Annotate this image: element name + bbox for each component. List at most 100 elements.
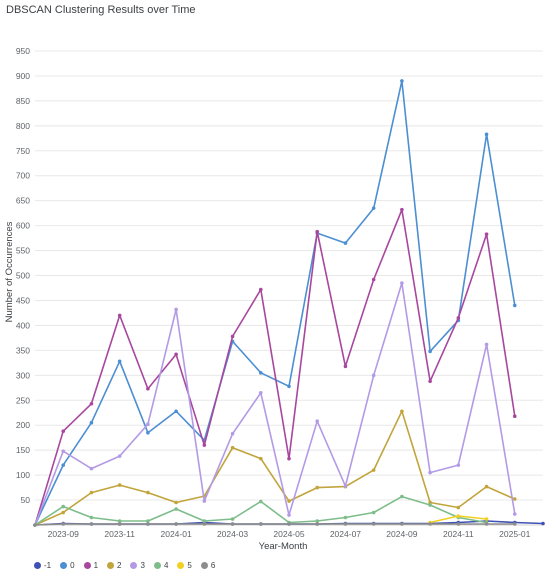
data-point[interactable]	[117, 313, 122, 318]
data-point[interactable]	[202, 519, 207, 523]
data-point[interactable]	[117, 483, 122, 487]
data-point[interactable]	[146, 386, 150, 391]
data-point[interactable]	[400, 494, 404, 499]
data-point[interactable]	[400, 409, 404, 414]
data-point[interactable]	[146, 430, 150, 435]
data-point[interactable]	[456, 522, 461, 526]
data-point[interactable]	[343, 522, 348, 526]
data-point[interactable]	[287, 384, 291, 389]
data-point[interactable]	[61, 522, 66, 526]
data-point[interactable]	[287, 522, 291, 526]
data-point[interactable]	[541, 521, 545, 526]
data-point[interactable]	[456, 505, 461, 510]
data-point[interactable]	[484, 522, 489, 526]
data-point[interactable]	[230, 517, 235, 521]
data-point[interactable]	[287, 499, 291, 503]
data-point[interactable]	[117, 522, 122, 526]
data-point[interactable]	[61, 504, 66, 509]
legend-item[interactable]: 3	[130, 561, 145, 570]
data-point[interactable]	[89, 515, 94, 520]
data-point[interactable]	[512, 414, 517, 419]
legend-item[interactable]: 4	[153, 561, 168, 570]
data-point[interactable]	[117, 519, 122, 523]
data-point[interactable]	[174, 352, 178, 357]
data-point[interactable]	[456, 514, 461, 518]
data-point[interactable]	[484, 484, 489, 489]
data-point[interactable]	[202, 499, 207, 503]
data-point[interactable]	[315, 522, 320, 526]
data-point[interactable]	[343, 515, 348, 520]
data-point[interactable]	[428, 522, 432, 526]
data-point[interactable]	[61, 463, 66, 467]
data-point[interactable]	[315, 229, 320, 234]
data-point[interactable]	[89, 522, 94, 526]
data-point[interactable]	[400, 281, 404, 285]
legend-item[interactable]: 5	[177, 561, 192, 570]
data-point[interactable]	[371, 522, 376, 526]
data-point[interactable]	[146, 519, 150, 523]
data-point[interactable]	[89, 466, 94, 471]
data-point[interactable]	[117, 359, 122, 364]
data-point[interactable]	[428, 500, 432, 505]
data-point[interactable]	[202, 443, 207, 447]
data-point[interactable]	[174, 522, 178, 526]
data-point[interactable]	[202, 522, 207, 526]
data-point[interactable]	[287, 456, 291, 461]
legend-item[interactable]: 0	[60, 561, 75, 570]
data-point[interactable]	[258, 522, 263, 526]
data-point[interactable]	[89, 401, 94, 406]
legend-item[interactable]: 2	[107, 561, 121, 570]
data-point[interactable]	[371, 277, 376, 282]
legend-item[interactable]: 1	[83, 561, 98, 570]
data-point[interactable]	[484, 232, 489, 236]
data-point[interactable]	[400, 522, 404, 526]
data-point[interactable]	[428, 379, 432, 384]
data-point[interactable]	[258, 456, 263, 461]
data-point[interactable]	[258, 390, 263, 395]
data-point[interactable]	[484, 132, 489, 137]
legend-item[interactable]: -1	[34, 561, 51, 570]
data-point[interactable]	[512, 522, 517, 526]
data-point[interactable]	[230, 445, 235, 450]
data-point[interactable]	[428, 349, 432, 354]
data-point[interactable]	[512, 497, 517, 501]
data-point[interactable]	[146, 422, 150, 427]
data-point[interactable]	[33, 523, 37, 527]
data-point[interactable]	[371, 468, 376, 472]
data-point[interactable]	[484, 342, 489, 347]
data-point[interactable]	[89, 490, 94, 495]
data-point[interactable]	[371, 373, 376, 378]
data-point[interactable]	[315, 485, 320, 490]
data-point[interactable]	[146, 522, 150, 526]
data-point[interactable]	[315, 419, 320, 424]
data-point[interactable]	[343, 484, 348, 488]
data-point[interactable]	[371, 510, 376, 515]
data-point[interactable]	[174, 409, 178, 414]
data-point[interactable]	[258, 371, 263, 375]
data-point[interactable]	[428, 503, 432, 507]
data-point[interactable]	[258, 287, 263, 292]
data-point[interactable]	[287, 513, 291, 517]
data-point[interactable]	[174, 500, 178, 505]
data-point[interactable]	[456, 316, 461, 320]
data-point[interactable]	[117, 454, 122, 458]
data-point[interactable]	[484, 517, 489, 521]
data-point[interactable]	[230, 334, 235, 339]
data-point[interactable]	[400, 207, 404, 212]
data-point[interactable]	[343, 364, 348, 369]
data-point[interactable]	[146, 490, 150, 495]
data-point[interactable]	[174, 507, 178, 511]
data-point[interactable]	[371, 206, 376, 210]
data-point[interactable]	[258, 499, 263, 504]
data-point[interactable]	[230, 431, 235, 436]
data-point[interactable]	[428, 470, 432, 475]
data-point[interactable]	[343, 241, 348, 245]
data-point[interactable]	[512, 512, 517, 516]
data-point[interactable]	[400, 79, 404, 83]
data-point[interactable]	[230, 522, 235, 526]
data-point[interactable]	[174, 307, 178, 312]
data-point[interactable]	[456, 463, 461, 467]
data-point[interactable]	[61, 429, 66, 433]
data-point[interactable]	[512, 303, 517, 308]
data-point[interactable]	[315, 519, 320, 523]
